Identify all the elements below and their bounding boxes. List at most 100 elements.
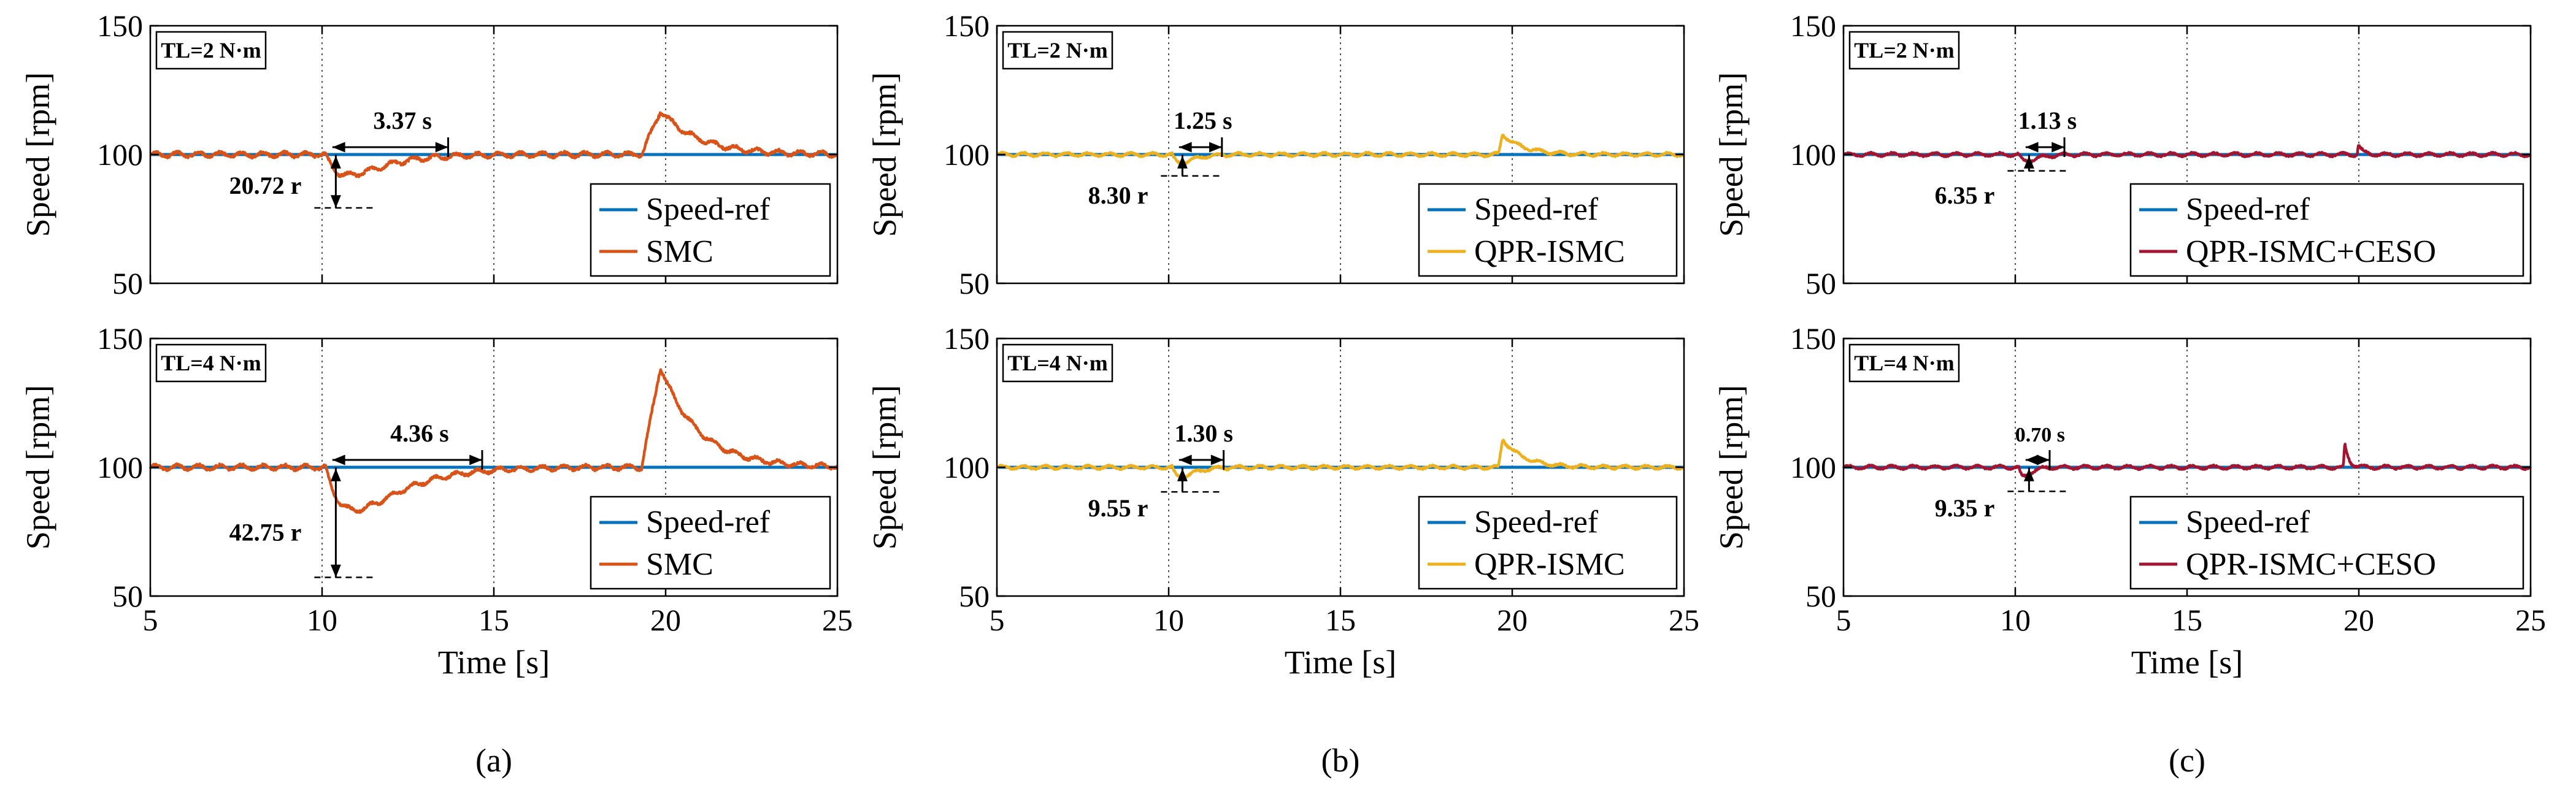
legend-frame: [590, 183, 831, 277]
arrow-head: [332, 454, 345, 465]
speed-trace-smc: [148, 368, 839, 514]
subplot-c2: 50 100 150 5 10 15 20 25 Speed [rpm] TL=4 N·m Spee…: [1713, 321, 2546, 681]
dip-depth-label: 8.30 r: [1088, 182, 1148, 209]
x-tick-label: 25: [2515, 603, 2546, 637]
x-tick-label: 15: [479, 603, 509, 637]
legend-frame: [2129, 495, 2524, 590]
arrow-head: [332, 142, 345, 153]
load-label: TL=4 N·m: [1854, 351, 1955, 375]
y-tick-label: 100: [97, 137, 143, 172]
legend-label-ref: Speed-ref: [646, 192, 771, 227]
x-tick-label: 25: [822, 603, 853, 637]
arrow-head: [435, 142, 448, 153]
x-tick-label: 25: [1669, 603, 1699, 637]
load-box-frame: [1848, 343, 1960, 383]
load-box-frame: [155, 343, 267, 383]
x-tick-label: 10: [307, 603, 337, 637]
legend: Speed-ref SMC: [590, 183, 831, 277]
panel-caption: (a): [475, 742, 512, 779]
load-label-box: TL=2 N·m: [155, 31, 267, 70]
annotations: 0.70 s 9.35 r: [1935, 424, 2066, 522]
arrow-head: [330, 469, 341, 481]
x-axis-label: Time [s]: [438, 644, 550, 681]
dip-depth-label: 42.75 r: [229, 519, 302, 546]
settle-time-label: 1.13 s: [2018, 107, 2077, 134]
arrow-head: [1210, 454, 1224, 465]
legend-label-controller: QPR-ISMC+CESO: [2186, 234, 2436, 269]
panel-a: 50 100 150 Speed [rpm] TL=2 N·m Speed-ref SMC 3…: [20, 9, 853, 779]
arrow-head: [1178, 142, 1192, 153]
y-tick-label: 50: [1805, 266, 1836, 300]
arrow-head: [2025, 454, 2039, 465]
load-label-box: TL=4 N·m: [1002, 343, 1113, 383]
speed-trace-qpr-ismc+ceso: [1842, 144, 2532, 164]
legend-label-ref: Speed-ref: [2186, 505, 2310, 540]
legend: Speed-ref QPR-ISMC: [1418, 183, 1678, 277]
legend-frame: [1418, 495, 1678, 590]
x-tick-label: 15: [1325, 603, 1356, 637]
load-label: TL=2 N·m: [1007, 38, 1108, 63]
legend-label-ref: Speed-ref: [2186, 192, 2310, 227]
arrow-head: [330, 564, 341, 578]
load-label: TL=2 N·m: [161, 38, 261, 63]
x-axis-label: Time [s]: [2131, 644, 2243, 681]
legend: Speed-ref SMC: [590, 495, 831, 590]
load-box-frame: [1002, 31, 1113, 70]
x-tick-label: 15: [2172, 603, 2202, 637]
y-axis-label: Speed [rpm]: [20, 72, 56, 237]
settle-time-label: 0.70 s: [2015, 424, 2065, 446]
speed-trace-qpr-ismc+ceso: [1842, 442, 2532, 478]
annotations: 3.37 s 20.72 r: [229, 107, 450, 209]
annotations: 1.30 s 9.55 r: [1088, 419, 1233, 522]
legend: Speed-ref QPR-ISMC: [1418, 495, 1678, 590]
panel-caption: (b): [1321, 742, 1360, 779]
y-tick-label: 150: [1790, 321, 1836, 356]
legend-label-controller: SMC: [646, 547, 713, 582]
arrow-head: [330, 195, 341, 208]
y-tick-label: 150: [944, 321, 990, 356]
legend: Speed-ref QPR-ISMC+CESO: [2129, 495, 2524, 590]
annotations: 1.13 s 6.35 r: [1935, 107, 2077, 209]
y-tick-label: 150: [1790, 9, 1836, 43]
settle-time-label: 1.25 s: [1174, 107, 1232, 134]
y-tick-label: 50: [959, 579, 990, 613]
load-label-box: TL=2 N·m: [1002, 31, 1113, 70]
panel-b: 50 100 150 Speed [rpm] TL=2 N·m Speed-ref QPR-…: [866, 9, 1699, 779]
load-label-box: TL=2 N·m: [1848, 31, 1960, 70]
panel-caption: (c): [2169, 742, 2205, 779]
speed-trace-qpr-ismc: [996, 438, 1685, 480]
y-tick-label: 50: [959, 266, 990, 300]
y-axis-label: Speed [rpm]: [866, 385, 903, 549]
legend-frame: [590, 495, 831, 590]
arrow-head: [2023, 156, 2034, 169]
legend-label-ref: Speed-ref: [1474, 192, 1599, 227]
x-tick-label: 20: [1497, 603, 1528, 637]
dip-depth-label: 9.55 r: [1088, 494, 1148, 522]
y-tick-label: 150: [97, 321, 143, 356]
settle-time-label: 1.30 s: [1174, 419, 1233, 447]
x-tick-label: 20: [650, 603, 681, 637]
legend-label-controller: QPR-ISMC: [1474, 234, 1625, 269]
subplot-a2: 50 100 150 5 10 15 20 25 Speed [rpm] TL=4 N·m Spee…: [20, 321, 853, 681]
load-box-frame: [1002, 343, 1113, 383]
speed-trace-smc: [149, 111, 839, 178]
legend-label-ref: Speed-ref: [1474, 505, 1599, 540]
subplot-b1: 50 100 150 Speed [rpm] TL=2 N·m Speed-ref QPR-…: [866, 9, 1685, 300]
load-label-box: TL=4 N·m: [155, 343, 267, 383]
y-axis-label: Speed [rpm]: [20, 385, 56, 549]
y-tick-label: 100: [944, 137, 990, 172]
y-tick-label: 100: [1790, 450, 1836, 484]
settle-time-label: 3.37 s: [373, 107, 432, 134]
y-tick-label: 50: [1805, 579, 1836, 613]
arrow-head: [469, 454, 482, 465]
load-label: TL=4 N·m: [161, 351, 261, 375]
dip-depth-label: 20.72 r: [229, 172, 302, 199]
arrow-head: [2037, 454, 2050, 465]
dip-depth-label: 9.35 r: [1935, 494, 1995, 522]
subplot-b2: 50 100 150 5 10 15 20 25 Speed [rpm] TL=4 N·m Spee…: [866, 321, 1699, 681]
y-axis-label: Speed [rpm]: [1713, 72, 1750, 237]
arrow-head: [330, 156, 341, 169]
annotations: 4.36 s 42.75 r: [229, 419, 483, 578]
x-tick-label: 10: [2000, 603, 2031, 637]
